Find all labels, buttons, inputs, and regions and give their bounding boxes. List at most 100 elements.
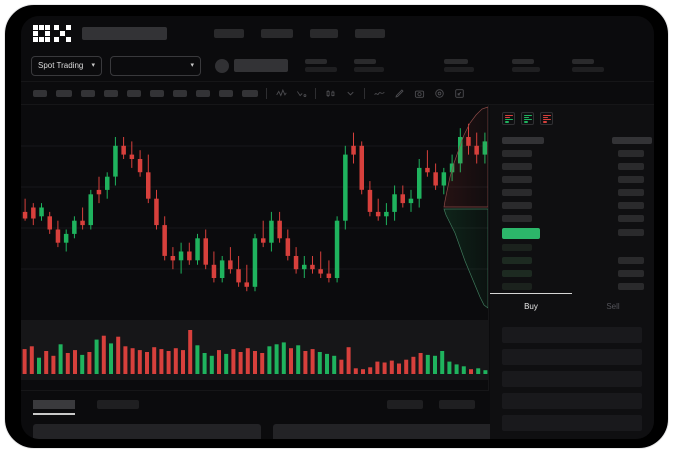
ticker-bar: Spot Trading ▾ ▾ xyxy=(21,50,654,82)
bottom-panel-1[interactable] xyxy=(273,424,501,439)
ticker-stat-0 xyxy=(305,59,337,72)
orderbook-bid-price-0[interactable] xyxy=(502,244,532,251)
bottom-tab-0[interactable] xyxy=(33,399,75,409)
nav-item-4[interactable] xyxy=(355,28,385,38)
orderbook-header-price xyxy=(502,137,544,144)
orderbook-bid-amount-2[interactable] xyxy=(618,270,644,277)
chevron-down-icon[interactable] xyxy=(344,87,356,99)
toolbar-divider-2 xyxy=(315,87,316,99)
orderbook-ask-price-4[interactable] xyxy=(502,202,532,209)
chart-toolbar xyxy=(21,82,654,105)
timeframe-0[interactable] xyxy=(33,89,47,97)
timeframe-6[interactable] xyxy=(173,89,187,97)
nav-item-1[interactable] xyxy=(214,28,244,38)
timeframe-2[interactable] xyxy=(81,89,95,97)
volume-chart xyxy=(21,320,489,380)
timeframe-4[interactable] xyxy=(127,89,141,97)
amount-input[interactable] xyxy=(502,371,642,387)
bottom-tab-active-underline xyxy=(33,413,75,415)
orderbook-rows[interactable] xyxy=(490,134,654,290)
timeframe-9[interactable] xyxy=(242,89,258,97)
bottom-action-1[interactable] xyxy=(439,399,475,409)
bottom-panel-0[interactable] xyxy=(33,424,261,439)
orderbook-last-amount xyxy=(618,229,644,236)
top-navigation-bar xyxy=(21,16,654,50)
okx-logo-mark xyxy=(33,24,50,42)
bottom-action-0[interactable] xyxy=(387,399,423,409)
indicator-icon[interactable] xyxy=(275,87,287,99)
timeframe-7[interactable] xyxy=(196,89,210,97)
pair-avatar-icon xyxy=(215,58,229,73)
fee-row xyxy=(502,415,642,431)
total-input[interactable] xyxy=(502,393,642,409)
orderbook-mode-bids-icon[interactable] xyxy=(521,112,534,125)
ticker-stat-1 xyxy=(354,59,384,72)
orderbook-bid-amount-1[interactable] xyxy=(618,257,644,264)
tab-buy[interactable]: Buy xyxy=(490,293,572,319)
depth-overlay-chart xyxy=(443,106,488,309)
tab-sell[interactable]: Sell xyxy=(606,301,620,311)
orderbook-ask-price-3[interactable] xyxy=(502,189,532,196)
candle-series xyxy=(22,123,488,292)
orderbook-trade-panel: Buy Sell xyxy=(490,105,654,439)
price-input[interactable] xyxy=(502,349,642,365)
orderbook-mode-buttons xyxy=(490,105,654,125)
chevron-down-icon: ▾ xyxy=(190,62,194,69)
tablet-device-frame: Spot Trading ▾ ▾ xyxy=(4,4,669,449)
bottom-tab-bar xyxy=(21,390,489,417)
orderbook-ask-amount-1[interactable] xyxy=(618,163,644,170)
orderbook-ask-amount-0[interactable] xyxy=(618,150,644,157)
app-screen: Spot Trading ▾ ▾ xyxy=(21,16,654,439)
candlestick-chart[interactable] xyxy=(21,105,489,310)
okx-logo[interactable] xyxy=(33,24,71,42)
compare-icon[interactable] xyxy=(295,87,307,99)
orderbook-ask-amount-5[interactable] xyxy=(618,215,644,222)
line-chart-icon[interactable] xyxy=(373,87,385,99)
price-chart-area[interactable] xyxy=(21,105,489,390)
ask-depth-area xyxy=(443,106,488,208)
pencil-icon[interactable] xyxy=(393,87,405,99)
volume-series xyxy=(22,330,488,374)
orderbook-ask-amount-3[interactable] xyxy=(618,189,644,196)
timeframe-1[interactable] xyxy=(56,89,72,97)
nav-item-3[interactable] xyxy=(310,28,338,38)
trading-mode-select[interactable]: Spot Trading ▾ xyxy=(31,55,102,76)
camera-icon[interactable] xyxy=(413,87,425,99)
orderbook-mode-both-icon[interactable] xyxy=(502,112,515,125)
candle-type-icon[interactable] xyxy=(324,87,336,99)
nav-item-2[interactable] xyxy=(261,28,293,38)
pair-select[interactable]: ▾ xyxy=(110,55,201,76)
toolbar-divider-3 xyxy=(364,87,365,99)
orderbook-ask-price-1[interactable] xyxy=(502,163,532,170)
settings-icon[interactable] xyxy=(433,87,445,99)
okx-logo-mark-2 xyxy=(54,24,71,42)
buy-sell-tabs: Buy Sell xyxy=(490,293,654,319)
ticker-stat-2 xyxy=(444,59,474,72)
orderbook-header-amount xyxy=(612,137,652,144)
orderbook-bid-price-2[interactable] xyxy=(502,270,532,277)
orderbook-last-price[interactable] xyxy=(502,228,540,239)
ticker-stat-4 xyxy=(572,59,604,72)
orderbook-ask-price-2[interactable] xyxy=(502,176,532,183)
fullscreen-icon[interactable] xyxy=(453,87,465,99)
orderbook-bid-amount-3[interactable] xyxy=(618,283,644,290)
trading-mode-label: Spot Trading xyxy=(38,61,84,70)
orderbook-mode-asks-icon[interactable] xyxy=(540,112,553,125)
ticker-stat-3 xyxy=(512,59,540,72)
bottom-tab-1[interactable] xyxy=(97,399,139,409)
orderbook-ask-price-0[interactable] xyxy=(502,150,532,157)
timeframe-5[interactable] xyxy=(150,89,164,97)
orderbook-ask-amount-4[interactable] xyxy=(618,202,644,209)
orderbook-ask-price-5[interactable] xyxy=(502,215,532,222)
orderbook-ask-amount-2[interactable] xyxy=(618,176,644,183)
orderbook-bid-price-1[interactable] xyxy=(502,257,532,264)
timeframe-3[interactable] xyxy=(104,89,118,97)
chevron-down-icon: ▾ xyxy=(91,62,95,69)
search-input[interactable] xyxy=(82,26,167,40)
timeframe-8[interactable] xyxy=(219,89,233,97)
orderbook-bid-price-3[interactable] xyxy=(502,283,532,290)
order-type-field[interactable] xyxy=(502,327,642,343)
toolbar-divider xyxy=(266,87,267,99)
bid-depth-area xyxy=(443,208,488,309)
pair-name xyxy=(234,59,288,72)
